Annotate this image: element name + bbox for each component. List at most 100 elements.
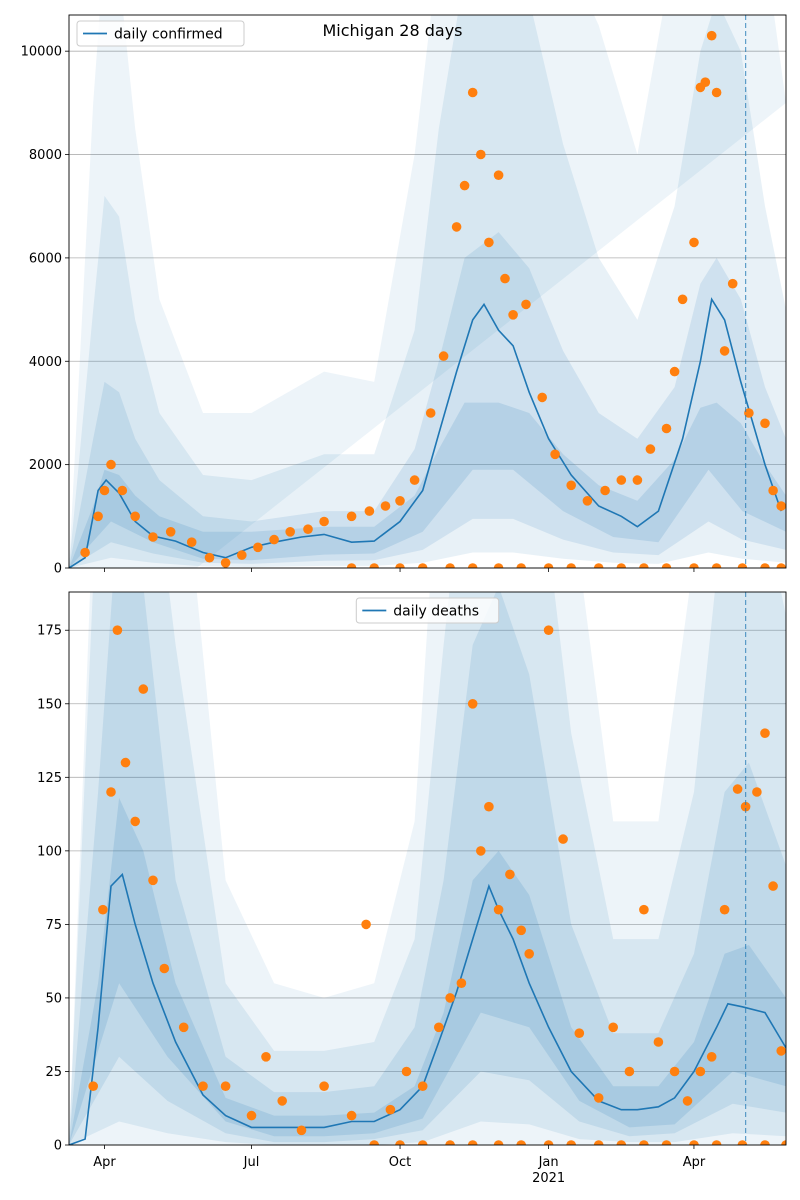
- data-point: [117, 485, 128, 496]
- zero-point: [737, 1140, 748, 1145]
- zero-point: [616, 563, 627, 568]
- data-point: [669, 1066, 680, 1077]
- data-point: [277, 1096, 288, 1106]
- zero-point: [593, 563, 604, 568]
- data-point: [768, 485, 778, 496]
- y-tick-label: 0: [54, 1139, 62, 1154]
- data-point: [493, 904, 504, 915]
- data-point: [130, 511, 140, 522]
- band-1: [69, 797, 786, 1145]
- legend-label: daily confirmed: [114, 27, 223, 43]
- data-point: [776, 501, 786, 511]
- data-point: [558, 834, 568, 844]
- data-point: [706, 1052, 717, 1062]
- data-point: [543, 625, 554, 635]
- data-point: [744, 408, 754, 418]
- x-tick-label: Apr: [93, 1155, 116, 1170]
- data-point: [438, 351, 449, 361]
- data-point: [346, 1110, 357, 1121]
- data-point: [719, 904, 730, 915]
- data-point: [165, 527, 176, 537]
- legend-box: [76, 20, 245, 47]
- zero-point: [493, 563, 504, 568]
- data-point: [505, 869, 515, 880]
- data-point: [253, 542, 263, 553]
- data-point: [508, 310, 518, 320]
- band-1: [69, 402, 786, 568]
- x-tick-label: Jul: [243, 1155, 260, 1170]
- data-point: [600, 485, 610, 496]
- data-point: [385, 1104, 396, 1115]
- data-point: [296, 1125, 307, 1136]
- x-tick-label: Oct: [389, 1155, 411, 1170]
- zero-point: [661, 563, 672, 568]
- data-point: [93, 511, 103, 522]
- data-point: [669, 366, 680, 377]
- data-point: [186, 537, 197, 547]
- data-point: [608, 1022, 618, 1033]
- data-point: [269, 534, 279, 545]
- data-point: [459, 180, 470, 191]
- y-tick-label: 175: [37, 624, 62, 639]
- zero-point: [516, 1140, 526, 1145]
- y-tick-label: 25: [45, 1065, 62, 1080]
- legend: daily deaths: [355, 597, 500, 624]
- x-tick-year-label: 2021: [532, 1171, 565, 1186]
- data-point: [719, 346, 730, 356]
- y-tick-label: 4000: [29, 355, 62, 370]
- data-point: [711, 87, 722, 98]
- axes-frame: [68, 591, 787, 1146]
- data-point: [616, 475, 627, 485]
- y-tick-label: 8000: [29, 148, 62, 163]
- legend: daily confirmed: [76, 20, 245, 47]
- data-point: [159, 963, 170, 974]
- data-point: [395, 496, 405, 506]
- zero-point: [711, 563, 722, 568]
- x-tick-label: Apr: [683, 1155, 706, 1170]
- data-point: [409, 475, 420, 485]
- data-point: [682, 1096, 693, 1106]
- zero-point: [616, 1140, 627, 1145]
- y-tick-label: 10000: [21, 45, 62, 60]
- data-point: [417, 1081, 428, 1091]
- data-point: [285, 527, 296, 537]
- data-point: [566, 480, 576, 491]
- data-point: [768, 881, 778, 891]
- data-point: [80, 547, 90, 558]
- band-2: [69, 232, 786, 568]
- data-point: [500, 273, 510, 284]
- zero-point: [417, 1140, 428, 1145]
- data-point: [434, 1022, 444, 1033]
- y-tick-label: 75: [45, 918, 62, 933]
- zero-point: [516, 563, 526, 568]
- zero-point: [760, 1140, 770, 1145]
- data-point: [752, 787, 762, 797]
- zero-point: [781, 1140, 786, 1145]
- zero-point: [467, 1140, 478, 1145]
- y-tick-label: 100: [37, 844, 62, 859]
- zero-point: [543, 1140, 554, 1145]
- legend-box: [355, 597, 500, 624]
- zero-point: [566, 563, 576, 568]
- data-point: [740, 801, 751, 812]
- zero-point: [395, 1140, 405, 1145]
- data-point: [760, 418, 770, 429]
- data-point: [261, 1052, 271, 1062]
- data-point: [220, 558, 231, 568]
- y-tick-label: 2000: [29, 458, 62, 473]
- zero-point: [711, 1140, 722, 1145]
- data-point: [425, 408, 436, 418]
- zero-point: [445, 1140, 455, 1145]
- y-tick-label: 150: [37, 697, 62, 712]
- band-4: [69, 15, 786, 568]
- data-point: [467, 699, 478, 709]
- data-point: [593, 1093, 604, 1103]
- data-point: [582, 496, 593, 506]
- zero-point: [369, 563, 379, 568]
- legend-label: daily deaths: [393, 604, 479, 620]
- data-point: [524, 949, 534, 959]
- band-2: [69, 592, 786, 1145]
- data-point: [148, 875, 158, 886]
